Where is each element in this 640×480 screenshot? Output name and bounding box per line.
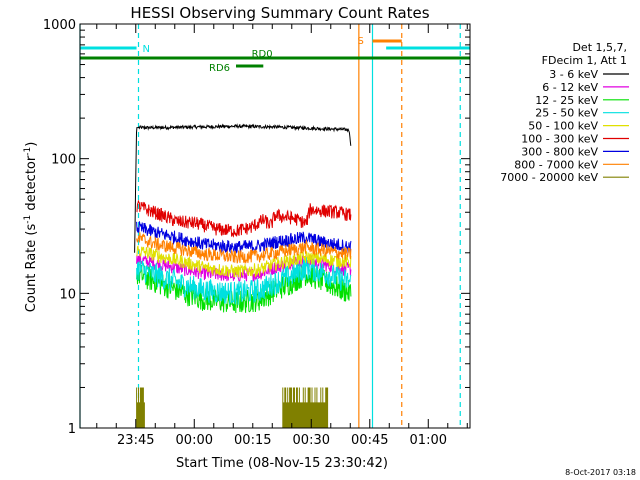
x-tick-label: 01:00 xyxy=(410,433,447,448)
legend-label: 800 - 7000 keV xyxy=(514,158,598,171)
legend-label: 7000 - 20000 keV xyxy=(500,171,598,184)
flag-label-n: N xyxy=(143,44,150,55)
series-3-6-keV xyxy=(134,123,352,253)
legend-label: 6 - 12 keV xyxy=(542,81,598,94)
flag-label-rd6: RD6 xyxy=(209,63,230,74)
flag-label-s: S xyxy=(358,36,364,47)
legend-label: 25 - 50 keV xyxy=(535,107,598,120)
series-800-7000-keV xyxy=(136,232,352,264)
y-axis-label: Count Rate (s-1 detector-1) xyxy=(23,142,39,313)
legend-entry: 3 - 6 keV xyxy=(549,68,629,81)
plot-area: N S RD0 RD6 xyxy=(79,23,471,429)
chart-title: HESSI Observing Summary Count Rates xyxy=(130,4,429,22)
x-tick-label: 00:30 xyxy=(293,433,330,448)
y-tick-label: 1000 xyxy=(43,18,76,33)
series-300-800-keV xyxy=(136,221,352,254)
legend-entry: 12 - 25 keV xyxy=(535,94,629,107)
x-tick-label: 00:00 xyxy=(176,433,213,448)
series-7000-20000-keV-cluster xyxy=(136,387,145,428)
legend-entry: 300 - 800 keV xyxy=(521,145,629,158)
series-7000-20000-keV xyxy=(136,387,329,428)
legend-entry: 800 - 7000 keV xyxy=(514,158,629,171)
series-50-100-keV xyxy=(136,244,352,278)
series-7000-20000-keV-cluster xyxy=(282,387,329,428)
legend-entry: 25 - 50 keV xyxy=(535,107,629,120)
legend-header-1: FDecim 1, Att 1 xyxy=(542,54,627,67)
x-tick-label: 00:45 xyxy=(351,433,388,448)
legend-entry: 50 - 100 keV xyxy=(528,120,629,133)
legend-entry: 6 - 12 keV xyxy=(542,81,629,94)
legend-header-0: Det 1,5,7, xyxy=(572,41,627,54)
y-tick-label: 1 xyxy=(68,422,76,437)
y-tick-label: 10 xyxy=(59,287,76,302)
series-100-300-keV xyxy=(136,199,352,238)
x-tick-label: 00:15 xyxy=(234,433,271,448)
series-6-12-keV xyxy=(136,253,352,282)
series-25-50-keV xyxy=(136,257,352,305)
y-tick-label: 100 xyxy=(51,153,76,168)
flag-label-rd0: RD0 xyxy=(252,49,273,60)
x-tick-label: 23:45 xyxy=(117,433,154,448)
legend-label: 3 - 6 keV xyxy=(549,68,598,81)
legend-label: 12 - 25 keV xyxy=(535,94,598,107)
x-axis-label: Start Time (08-Nov-15 23:30:42) xyxy=(176,456,388,471)
y-axis: 1 10 100 1000 xyxy=(43,18,470,437)
plot-frame xyxy=(79,23,471,429)
legend-label: 50 - 100 keV xyxy=(528,120,598,133)
legend-entry: 100 - 300 keV xyxy=(521,133,629,146)
footer-timestamp: 8-Oct-2017 03:18 xyxy=(565,468,636,477)
legend-label: 100 - 300 keV xyxy=(521,133,598,146)
legend-entry: 7000 - 20000 keV xyxy=(500,171,629,184)
legend-label: 300 - 800 keV xyxy=(521,145,598,158)
x-axis: 23:45 00:00 00:15 00:30 00:45 01:00 xyxy=(96,24,468,448)
